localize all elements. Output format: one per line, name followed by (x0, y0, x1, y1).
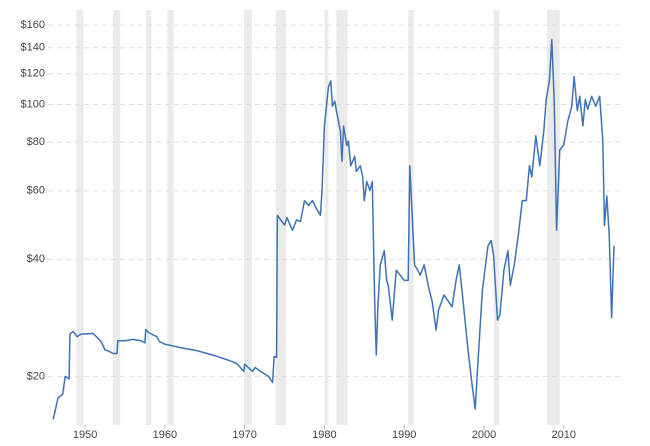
x-tick-label: 1970 (232, 429, 256, 441)
y-tick-label: $60 (27, 185, 45, 197)
recession-band (76, 10, 84, 425)
x-tick-label: 1990 (392, 429, 416, 441)
y-tick-label: $140 (21, 42, 45, 54)
y-tick-label: $20 (27, 370, 45, 382)
y-tick-label: $160 (21, 19, 45, 31)
recession-band (336, 10, 348, 425)
recession-band (113, 10, 121, 425)
y-tick-label: $100 (21, 98, 45, 110)
recession-band (408, 10, 414, 425)
recession-band (145, 10, 152, 425)
recession-band (493, 10, 500, 425)
y-tick-label: $120 (21, 68, 45, 80)
recession-band (324, 10, 329, 425)
x-tick-label: 2000 (472, 429, 496, 441)
recession-band (243, 10, 252, 425)
x-tick-label: 1950 (73, 429, 97, 441)
x-tick-label: 2010 (552, 429, 576, 441)
x-tick-label: 1980 (312, 429, 336, 441)
recession-band (275, 10, 287, 425)
recession-band (167, 10, 174, 425)
recession-band (547, 10, 560, 425)
y-tick-label: $80 (27, 136, 45, 148)
x-tick-label: 1960 (153, 429, 177, 441)
y-tick-label: $40 (27, 253, 45, 265)
price-line (52, 38, 615, 420)
